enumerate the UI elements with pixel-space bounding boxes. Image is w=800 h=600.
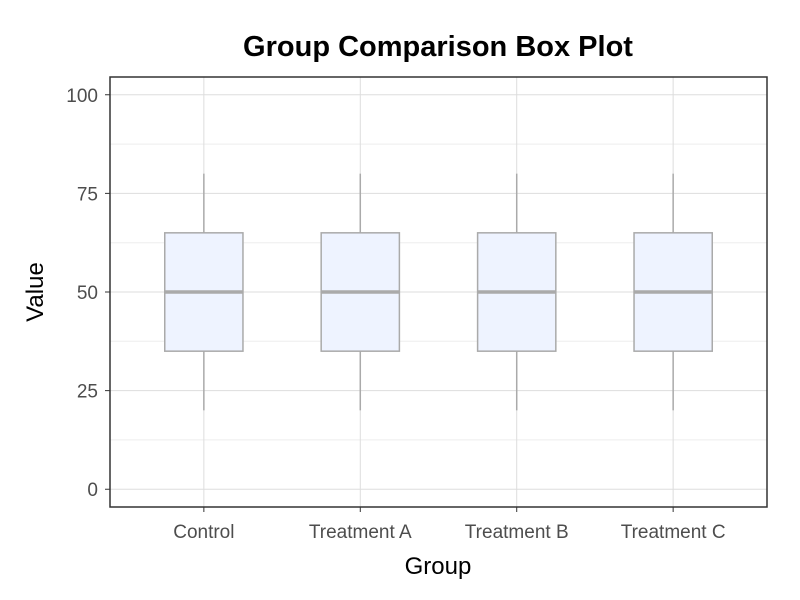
x-axis: Control Treatment A Treatment B Treatment C bbox=[173, 507, 726, 543]
box-3 bbox=[476, 173, 557, 411]
box-2 bbox=[320, 173, 401, 411]
x-tick-label: Treatment C bbox=[621, 522, 726, 543]
y-tick-label: 75 bbox=[77, 184, 98, 205]
x-tick-label: Control bbox=[173, 522, 234, 543]
box-4 bbox=[633, 173, 713, 411]
y-axis: 0 25 50 75 100 bbox=[66, 86, 110, 501]
y-tick-label: 50 bbox=[77, 283, 98, 304]
chart-title: Group Comparison Box Plot bbox=[243, 31, 633, 63]
x-axis-label: Group bbox=[405, 553, 472, 580]
y-tick-label: 100 bbox=[66, 86, 98, 107]
box-series bbox=[164, 173, 713, 411]
x-tick-label: Treatment A bbox=[309, 522, 412, 543]
y-tick-label: 0 bbox=[87, 480, 98, 501]
x-tick-label: Treatment B bbox=[465, 522, 569, 543]
box-1 bbox=[164, 173, 244, 411]
y-tick-label: 25 bbox=[77, 382, 98, 403]
y-axis-label: Value bbox=[22, 262, 49, 322]
